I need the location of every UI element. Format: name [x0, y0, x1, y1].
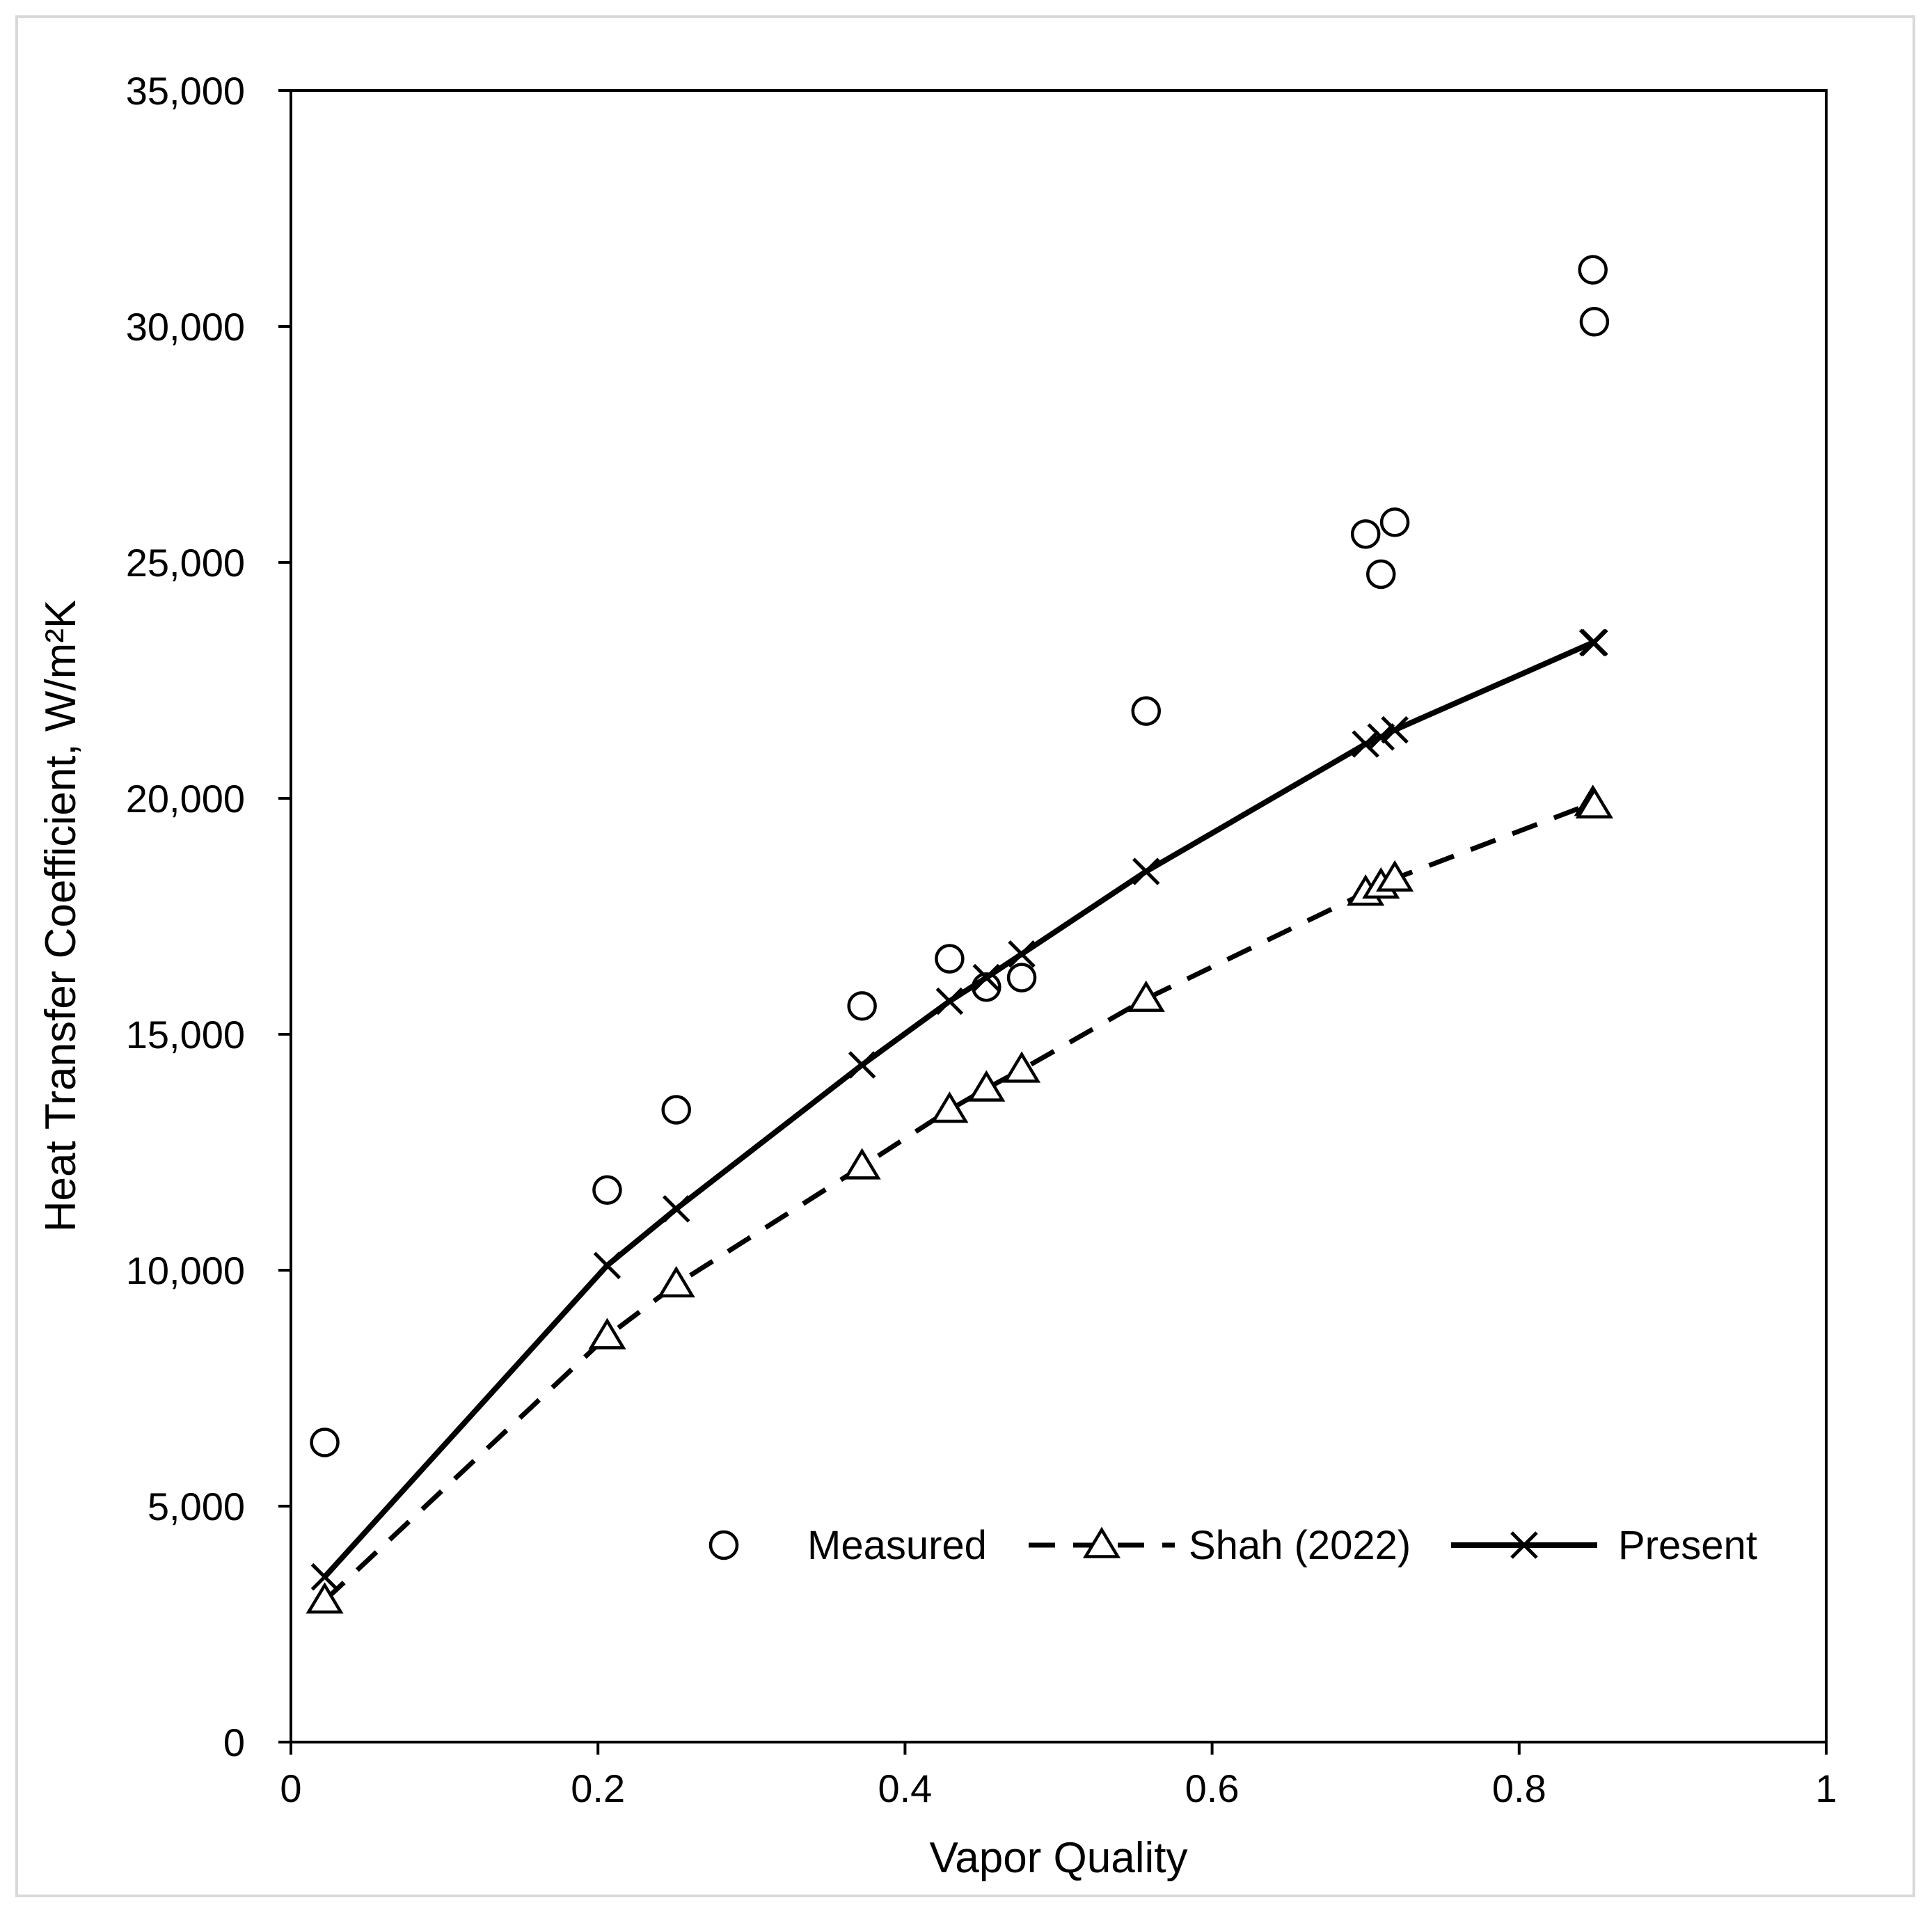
- data-point: [661, 1095, 691, 1125]
- y-tick-label: 20,000: [126, 777, 245, 821]
- data-point: [847, 991, 877, 1021]
- legend-label: Measured: [807, 1523, 987, 1568]
- y-tick-label: 15,000: [126, 1013, 245, 1057]
- data-point: [848, 1051, 876, 1079]
- data-point: [1352, 730, 1379, 758]
- data-point: [1579, 306, 1610, 337]
- x-tick-label: 0: [280, 1766, 301, 1810]
- legend-marker: [708, 1530, 739, 1560]
- legend: Measured Shah (2022) Present: [708, 1523, 1757, 1568]
- legend-marker: [1510, 1531, 1538, 1559]
- x-tick-label: 1: [1815, 1766, 1837, 1810]
- legend-item: Present: [1451, 1523, 1757, 1568]
- legend-item: Measured: [708, 1523, 987, 1568]
- data-point: [1002, 1051, 1041, 1083]
- x-tick-label: 0.4: [878, 1766, 932, 1810]
- data-point: [1581, 628, 1608, 657]
- x-tick-label: 0.8: [1492, 1766, 1546, 1810]
- data-point: [1008, 940, 1036, 968]
- data-point: [1132, 857, 1160, 885]
- data-point: [1367, 723, 1395, 751]
- y-tick-label: 35,000: [126, 69, 245, 113]
- y-tick-label: 5,000: [148, 1485, 245, 1528]
- data-point: [657, 1265, 695, 1298]
- legend-item: Shah (2022): [1029, 1523, 1411, 1568]
- data-point: [1578, 255, 1608, 285]
- data-point: [1376, 860, 1414, 892]
- data-point: [592, 1175, 622, 1205]
- data-point: [1379, 507, 1410, 537]
- legend-label: Present: [1618, 1523, 1757, 1568]
- plot-area: [290, 89, 1828, 1743]
- y-axis-ticks: 0 5,000 10,000 15,000 20,000 25,000 30,000 35,0…: [126, 69, 291, 1764]
- data-point: [662, 1195, 690, 1223]
- data-point: [1006, 963, 1037, 992]
- data-point: [1127, 980, 1165, 1012]
- data-point: [1350, 519, 1381, 549]
- y-tick-label: 10,000: [126, 1249, 245, 1292]
- x-tick-label: 0.2: [571, 1766, 625, 1810]
- legend-marker: [1082, 1526, 1121, 1558]
- series-present: [310, 628, 1608, 1591]
- data-point: [843, 1148, 881, 1180]
- y-axis-title: Heat Transfer Coefficient, W/m²K: [37, 600, 85, 1232]
- x-axis-title: Vapor Quality: [929, 1834, 1187, 1882]
- series-layer: [306, 255, 1613, 1614]
- x-axis-ticks: 0 0.2 0.4 0.6 0.8 1: [280, 1742, 1837, 1810]
- data-point: [306, 1582, 344, 1614]
- y-tick-label: 30,000: [126, 305, 245, 349]
- data-point: [935, 987, 964, 1015]
- data-point: [1366, 559, 1396, 590]
- data-point: [593, 1251, 621, 1279]
- y-tick-label: 25,000: [126, 541, 245, 585]
- data-point: [1131, 696, 1161, 726]
- data-point: [1381, 715, 1409, 744]
- data-point: [588, 1318, 626, 1350]
- series-line: [323, 800, 1597, 1603]
- data-point: [935, 944, 965, 974]
- legend-label: Shah (2022): [1189, 1523, 1411, 1568]
- series-measured: [310, 255, 1610, 1457]
- data-point: [310, 1563, 339, 1591]
- data-point: [931, 1091, 969, 1123]
- y-tick-label: 0: [223, 1721, 245, 1764]
- x-tick-label: 0.6: [1185, 1766, 1240, 1810]
- data-point: [1575, 786, 1613, 818]
- series-shah-2022: [306, 784, 1613, 1614]
- data-point: [967, 1070, 1006, 1102]
- data-point: [972, 963, 1001, 992]
- data-point: [310, 1427, 340, 1457]
